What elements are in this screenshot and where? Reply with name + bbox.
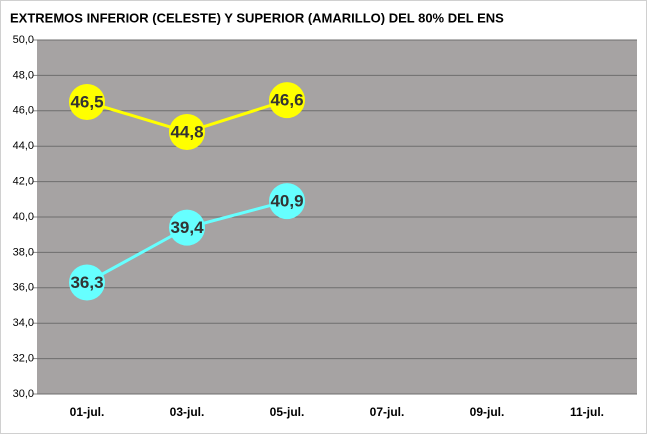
y-tick-label: 44,0 <box>13 140 34 152</box>
y-tick-label: 30,0 <box>13 388 34 400</box>
data-label: 46,5 <box>70 92 103 111</box>
marker <box>169 114 205 151</box>
y-tick-label: 42,0 <box>13 176 34 188</box>
data-label: 40,9 <box>270 192 303 211</box>
marker <box>69 83 105 120</box>
y-tick-label: 40,0 <box>13 211 34 223</box>
x-tick-label: 11-jul. <box>570 405 604 419</box>
y-tick-label: 48,0 <box>13 69 34 81</box>
x-tick-label: 07-jul. <box>370 405 405 419</box>
x-tick-label: 05-jul. <box>270 405 305 419</box>
y-tick-label: 46,0 <box>13 105 34 117</box>
chart-title: EXTREMOS INFERIOR (CELESTE) Y SUPERIOR (… <box>10 10 504 25</box>
data-label: 44,8 <box>170 123 203 142</box>
x-tick-label: 01-jul. <box>70 405 105 419</box>
marker <box>69 264 105 301</box>
y-tick-label: 32,0 <box>13 353 34 365</box>
marker <box>269 183 305 220</box>
y-tick-label: 36,0 <box>13 282 34 294</box>
data-label: 36,3 <box>70 273 103 292</box>
y-tick-label: 34,0 <box>13 317 34 329</box>
x-tick-label: 09-jul. <box>470 405 505 419</box>
data-label: 46,6 <box>270 91 303 110</box>
x-tick-label: 03-jul. <box>170 405 205 419</box>
y-tick-label: 50,0 <box>13 34 34 46</box>
marker <box>169 209 205 246</box>
data-label: 39,4 <box>170 218 204 237</box>
marker <box>269 82 305 119</box>
y-tick-label: 38,0 <box>13 246 34 258</box>
